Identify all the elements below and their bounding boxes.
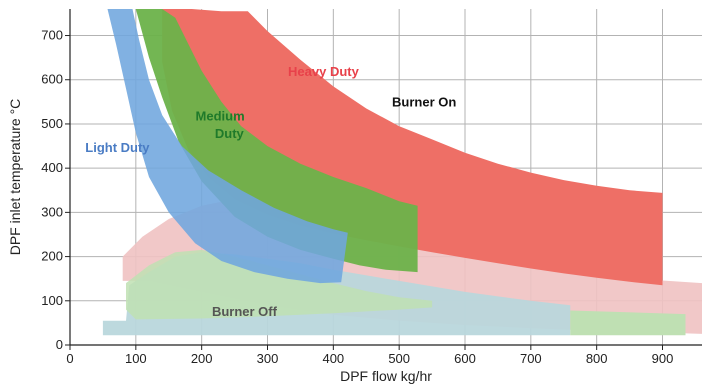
y-tick-label: 400 — [41, 160, 63, 175]
duty-regions — [102, 9, 702, 336]
y-tick-label: 500 — [41, 116, 63, 131]
x-tick-label: 500 — [388, 351, 410, 366]
y-tick-label: 200 — [41, 249, 63, 264]
heavy-duty-label: Heavy Duty — [288, 64, 360, 79]
medium-duty-label-line1: Medium — [196, 108, 245, 123]
x-tick-label: 600 — [454, 351, 476, 366]
burner-off-label: Burner Off — [212, 304, 278, 319]
y-tick-label: 600 — [41, 72, 63, 87]
axes: 0 100 200 300 400 500 600 700 800 900 0 100 200 300 40… — [41, 9, 702, 366]
x-tick-label: 900 — [652, 351, 674, 366]
medium-duty-area — [135, 9, 418, 273]
x-tick-label: 0 — [66, 351, 73, 366]
medium-duty-low-band — [126, 249, 433, 320]
x-tick-label: 100 — [125, 351, 147, 366]
x-tick-label: 200 — [191, 351, 213, 366]
y-tick-label: 0 — [56, 337, 63, 352]
y-tick-label: 300 — [41, 204, 63, 219]
medium-duty-label-line2: Duty — [215, 126, 245, 141]
x-axis-title: DPF flow kg/hr — [340, 368, 432, 384]
burner-off-extension — [570, 310, 686, 336]
x-tick-label: 800 — [586, 351, 608, 366]
y-axis-title: DPF inlet temperature °C — [7, 99, 23, 256]
burner-on-label: Burner On — [392, 94, 456, 109]
x-tick-label: 300 — [257, 351, 279, 366]
region-labels: Heavy Duty Burner On Medium Duty Light Duty B… — [85, 64, 456, 319]
x-tick-label: 400 — [322, 351, 344, 366]
y-tick-label: 700 — [41, 28, 63, 43]
light-duty-area — [107, 9, 348, 284]
x-tick-label: 700 — [520, 351, 542, 366]
light-duty-label: Light Duty — [85, 140, 150, 155]
y-tick-label: 100 — [41, 293, 63, 308]
